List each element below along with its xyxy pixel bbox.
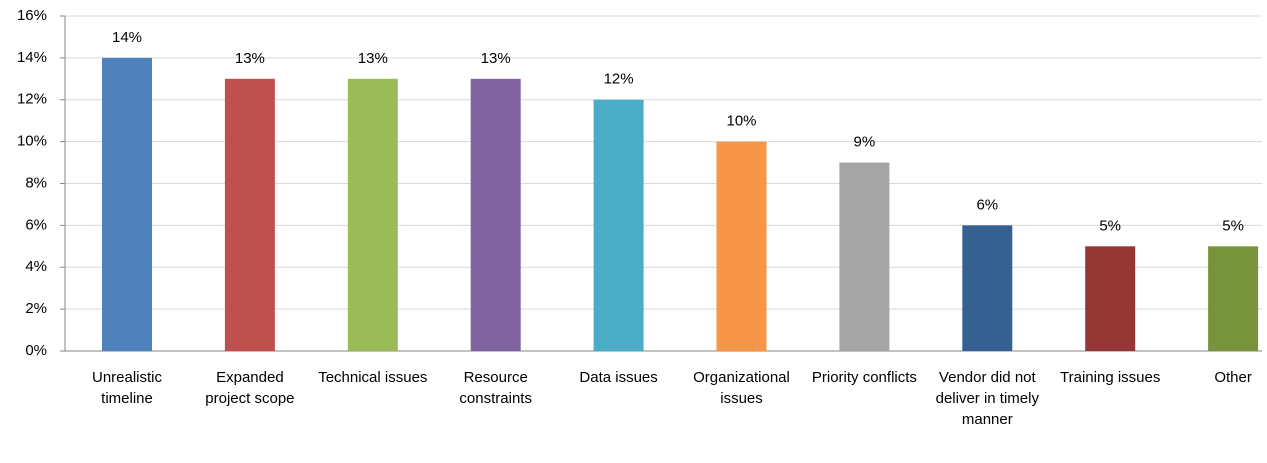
y-tick-label: 12% xyxy=(17,91,47,108)
x-tick-label: Data issues xyxy=(579,369,657,386)
bar xyxy=(347,78,398,351)
data-label: 13% xyxy=(358,50,388,67)
bar xyxy=(1208,246,1259,351)
x-tick-label: Priority conflicts xyxy=(812,369,917,386)
bar xyxy=(224,78,275,351)
x-tick-label: Other xyxy=(1214,369,1252,386)
data-label: 10% xyxy=(726,113,756,130)
y-tick-label: 6% xyxy=(25,216,47,233)
y-tick-label: 2% xyxy=(25,300,47,317)
x-tick-label: Expanded project scope xyxy=(205,369,294,407)
y-tick-label: 0% xyxy=(25,342,47,359)
x-tick-label: Organizational issues xyxy=(693,369,790,407)
data-label: 5% xyxy=(1099,217,1121,234)
bar xyxy=(470,78,521,351)
x-tick-label: Technical issues xyxy=(318,369,427,386)
bar xyxy=(593,99,644,351)
data-label: 5% xyxy=(1222,217,1244,234)
bar xyxy=(962,225,1013,351)
data-label: 13% xyxy=(235,50,265,67)
data-label: 6% xyxy=(976,196,998,213)
y-tick-label: 10% xyxy=(17,133,47,150)
data-label: 13% xyxy=(481,50,511,67)
y-tick-label: 4% xyxy=(25,258,47,275)
y-tick-label: 14% xyxy=(17,49,47,66)
data-label: 14% xyxy=(112,29,142,46)
bar xyxy=(1085,246,1136,351)
y-tick-label: 8% xyxy=(25,174,47,191)
bar xyxy=(839,162,890,351)
data-label: 12% xyxy=(604,71,634,88)
y-tick-label: 16% xyxy=(17,7,47,24)
data-label: 9% xyxy=(854,134,876,151)
x-tick-label: Resource constraints xyxy=(459,369,532,407)
x-tick-label: Training issues xyxy=(1060,369,1160,386)
x-tick-label: Unrealistic timeline xyxy=(92,369,163,407)
bar xyxy=(102,57,152,351)
x-tick-label: Vendor did not deliver in timely manner xyxy=(936,369,1040,428)
bar xyxy=(716,141,767,351)
